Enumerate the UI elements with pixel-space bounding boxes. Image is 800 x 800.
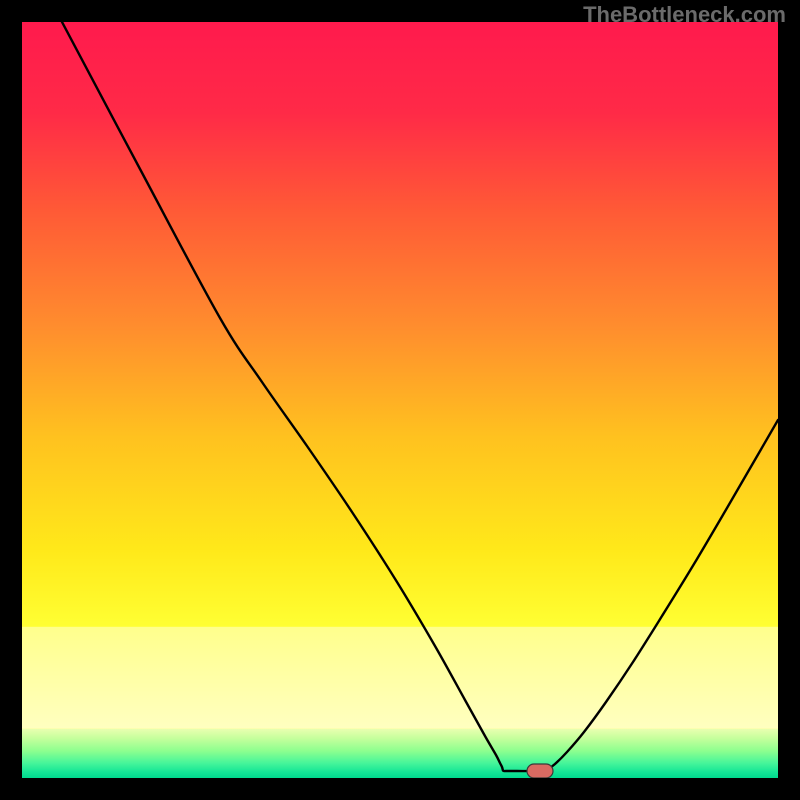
pale-band (22, 627, 778, 729)
plot-area (22, 22, 778, 778)
watermark-text: TheBottleneck.com (583, 2, 786, 28)
optimal-marker (527, 764, 553, 778)
green-band (22, 729, 778, 778)
